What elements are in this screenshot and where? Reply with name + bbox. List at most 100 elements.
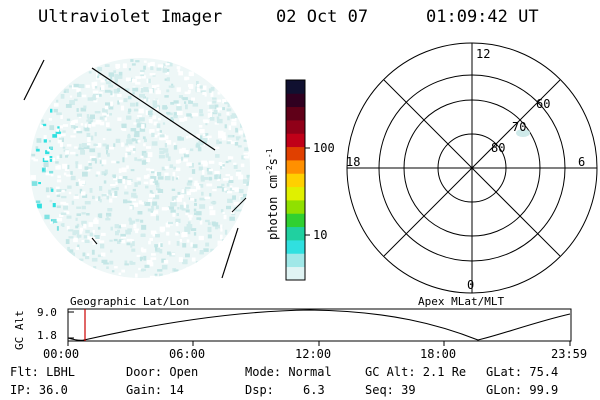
uv-pixel	[67, 164, 70, 170]
uv-pixel	[93, 93, 99, 98]
uv-pixel	[166, 89, 170, 93]
uv-pixel	[142, 268, 146, 272]
uv-pixel	[187, 89, 191, 93]
uv-pixel	[105, 144, 109, 150]
uv-pixel	[147, 152, 153, 158]
uv-pixel	[175, 159, 180, 164]
mlt-label-6: 6	[578, 155, 586, 169]
uv-pixel	[228, 125, 231, 131]
uv-pixel	[106, 128, 112, 131]
uv-pixel	[150, 178, 154, 182]
uv-pixel	[70, 135, 76, 138]
uv-pixel	[249, 178, 250, 181]
uv-pixel	[118, 71, 123, 76]
uv-pixel	[67, 185, 72, 189]
uv-pixel	[108, 84, 114, 88]
uv-pixel	[103, 180, 107, 184]
uv-image	[23, 58, 250, 279]
uv-pixel	[99, 91, 103, 95]
uv-pixel	[149, 129, 155, 134]
uv-pixel	[158, 155, 165, 159]
uv-pixel	[56, 217, 63, 222]
uv-pixel	[93, 266, 97, 270]
uv-pixel	[62, 130, 66, 133]
uv-pixel	[121, 123, 127, 129]
uv-pixel	[186, 182, 192, 186]
uv-pixel	[198, 162, 201, 165]
uv-pixel	[146, 260, 153, 265]
uv-pixel	[164, 143, 167, 148]
uv-pixel	[79, 227, 84, 232]
uv-pixel	[113, 89, 120, 94]
uv-pixel	[65, 155, 68, 158]
uv-pixel	[162, 68, 167, 73]
uv-pixel	[73, 126, 78, 130]
uv-pixel	[135, 60, 140, 63]
uv-pixel	[59, 154, 63, 158]
uv-pixel	[163, 134, 166, 137]
uv-pixel	[91, 249, 95, 255]
uv-pixel	[225, 174, 231, 177]
uv-pixel	[177, 191, 181, 195]
uv-pixel	[60, 223, 63, 227]
uv-pixel	[170, 209, 176, 213]
uv-pixel	[216, 116, 220, 120]
uv-pixel	[187, 221, 191, 226]
uv-pixel	[132, 78, 137, 83]
uv-pixel	[110, 184, 116, 187]
uv-pixel	[190, 148, 194, 152]
uv-pixel	[93, 99, 98, 103]
uv-pixel	[126, 165, 129, 169]
uv-pixel	[242, 206, 246, 212]
colorbar-segment	[286, 93, 305, 108]
uv-pixel	[95, 121, 99, 124]
uv-pixel	[110, 101, 113, 107]
uv-pixel	[87, 253, 90, 258]
uv-pixel	[160, 228, 164, 233]
uv-pixel	[227, 102, 230, 108]
uv-pixel	[202, 161, 208, 167]
uv-pixel	[100, 79, 105, 83]
uv-pixel	[168, 221, 173, 225]
uv-pixel	[157, 132, 162, 136]
uv-pixel	[97, 226, 101, 230]
uv-pixel	[207, 109, 212, 112]
uv-pixel	[145, 185, 149, 189]
uv-pixel	[99, 240, 105, 243]
uv-pixel	[62, 124, 68, 127]
uv-pixel	[141, 160, 146, 165]
uv-pixel	[217, 141, 222, 144]
uv-pixel	[199, 249, 204, 255]
uv-pixel	[217, 186, 223, 189]
uv-pixel	[130, 243, 133, 248]
uv-pixel	[165, 63, 170, 66]
uv-pixel	[157, 189, 164, 194]
uv-pixel	[120, 233, 126, 237]
uv-pixel	[144, 138, 147, 142]
uv-pixel	[47, 148, 51, 152]
uv-pixel	[215, 225, 218, 230]
uv-pixel	[149, 179, 155, 185]
colorbar-label-10: 10	[313, 228, 328, 242]
uv-pixel	[60, 201, 67, 205]
uv-pixel	[243, 155, 250, 159]
uv-pixel	[99, 121, 105, 126]
uv-pixel	[163, 63, 167, 66]
uv-pixel	[238, 174, 244, 180]
uv-pixel	[60, 94, 65, 99]
uv-pixel	[94, 235, 100, 239]
uv-pixel	[59, 142, 63, 147]
coast-mark	[91, 237, 98, 245]
uv-pixel	[173, 112, 178, 117]
uv-pixel	[121, 224, 127, 227]
mlt-label-12: 12	[476, 47, 491, 61]
uv-pixel	[57, 165, 61, 170]
uv-pixel	[131, 63, 136, 66]
uv-pixel	[220, 163, 225, 168]
uv-pixel	[49, 125, 55, 131]
uv-pixel	[146, 168, 151, 171]
uv-pixel	[117, 100, 120, 105]
uv-pixel	[89, 148, 96, 153]
uv-pixel	[105, 218, 111, 221]
uv-pixel	[78, 115, 82, 119]
